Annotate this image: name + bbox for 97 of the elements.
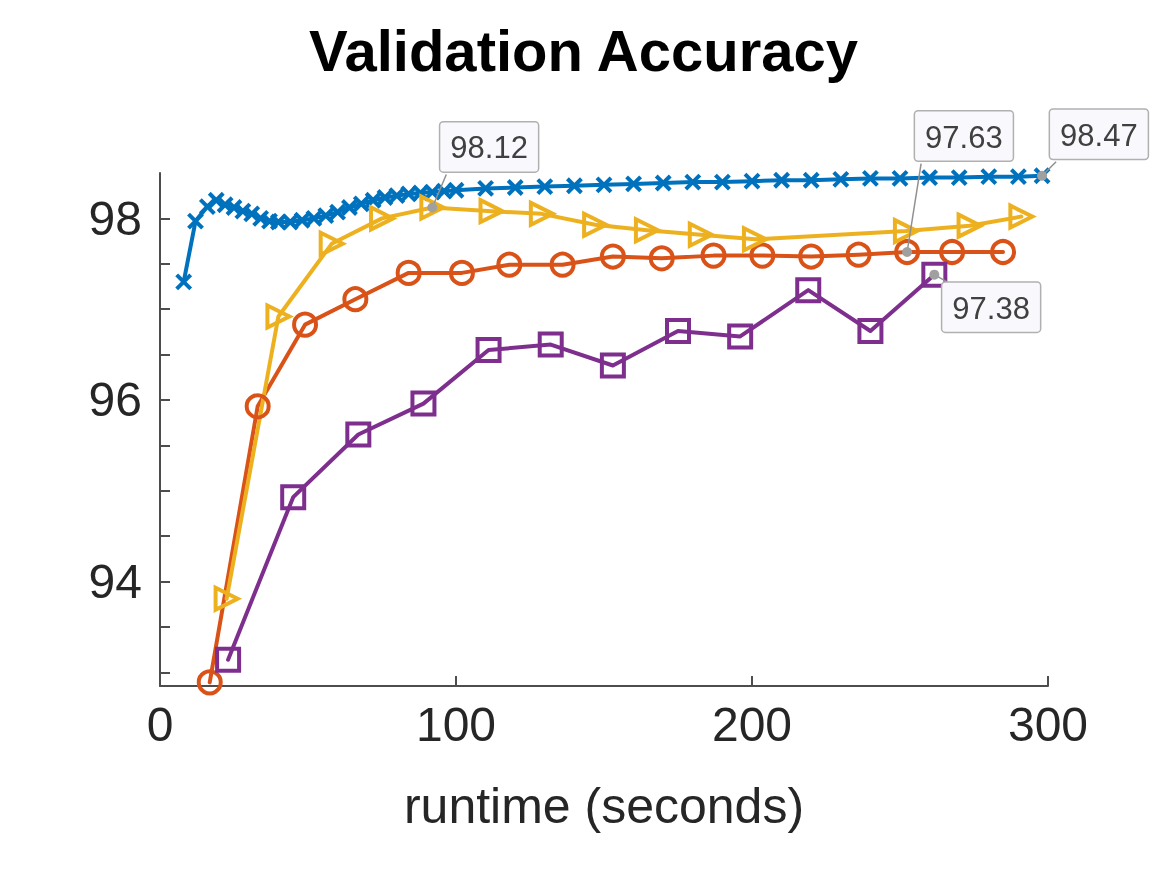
point (633, 217, 660, 244)
point (798, 243, 825, 270)
point (795, 277, 822, 304)
point (857, 317, 884, 344)
point (599, 243, 626, 270)
point (1033, 166, 1052, 185)
point (375, 188, 394, 207)
point (292, 311, 319, 338)
point (802, 171, 821, 190)
point (727, 323, 754, 350)
point (599, 352, 626, 379)
point (831, 170, 850, 189)
point (265, 302, 294, 331)
point (364, 191, 383, 210)
point (496, 251, 523, 278)
point (342, 286, 369, 313)
point (369, 204, 398, 233)
point (216, 195, 235, 214)
point (537, 331, 564, 358)
point (174, 272, 193, 291)
annotation: 97.63 (925, 119, 1003, 155)
point (595, 175, 613, 194)
point (687, 221, 714, 248)
point (233, 202, 252, 221)
point (743, 172, 761, 191)
x-tick-label: 100 (415, 697, 497, 751)
point (260, 212, 279, 231)
point (251, 209, 270, 228)
point (387, 186, 406, 205)
point (281, 213, 300, 232)
point (475, 337, 502, 364)
point (582, 210, 611, 239)
x-tick-label: 0 (146, 697, 174, 751)
point (921, 261, 948, 288)
point (318, 230, 345, 257)
point (892, 218, 919, 245)
point (316, 206, 335, 225)
point (196, 669, 223, 696)
point (352, 194, 371, 213)
point (549, 251, 576, 278)
point (410, 390, 437, 417)
point (215, 646, 242, 673)
point (648, 245, 675, 272)
point (700, 242, 727, 269)
point (328, 203, 347, 222)
point (280, 484, 307, 511)
point (1008, 202, 1037, 231)
chart-title: Validation Accuracy (308, 17, 859, 83)
point (395, 259, 422, 286)
x-tick-label: 200 (711, 697, 793, 751)
point (891, 169, 909, 188)
point (845, 241, 872, 268)
point (419, 194, 446, 221)
y-tick-label: 96 (88, 373, 142, 427)
point (772, 171, 791, 190)
point (713, 173, 732, 192)
point (345, 421, 372, 448)
point (207, 191, 226, 210)
annotation: 98.47 (1060, 117, 1138, 153)
point (624, 174, 643, 193)
point (749, 242, 776, 269)
point (894, 239, 921, 265)
point (956, 212, 983, 239)
y-tick-label: 98 (88, 191, 142, 245)
point (225, 198, 243, 217)
point (304, 209, 323, 228)
x-tick-label: 300 (1007, 697, 1089, 751)
x-axis-title: runtime (seconds) (403, 778, 805, 834)
point (340, 198, 359, 217)
annotation: 98.12 (450, 130, 528, 166)
point (939, 239, 966, 265)
y-tick-label: 94 (88, 555, 142, 609)
point (665, 317, 691, 344)
point (990, 239, 1017, 265)
point (861, 169, 880, 188)
point (654, 173, 673, 192)
point (535, 177, 554, 196)
point (683, 173, 702, 192)
point (506, 178, 525, 197)
point (950, 168, 969, 187)
annotation: 97.38 (952, 290, 1030, 326)
point (565, 176, 584, 195)
point (213, 585, 240, 612)
point (198, 197, 217, 216)
point (293, 211, 312, 230)
point (979, 167, 998, 186)
point (1009, 167, 1028, 186)
point (242, 204, 261, 223)
point (448, 259, 475, 286)
point (244, 393, 271, 420)
point (186, 212, 205, 231)
point (741, 226, 768, 253)
point (447, 181, 465, 200)
point (920, 168, 939, 187)
point (478, 198, 505, 225)
point (476, 179, 495, 198)
point (399, 184, 418, 203)
